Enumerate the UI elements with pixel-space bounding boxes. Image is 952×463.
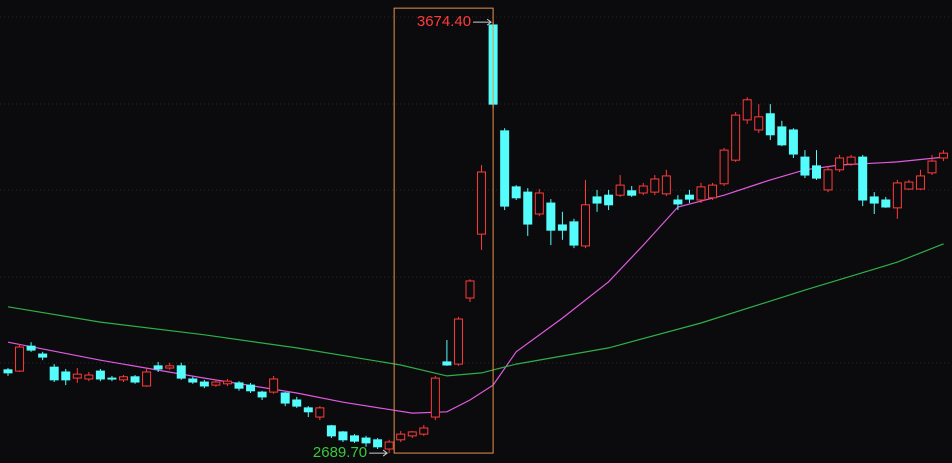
candle-body bbox=[788, 129, 798, 155]
candle-body bbox=[915, 175, 925, 190]
candle-body bbox=[615, 184, 625, 196]
annotation-arrowhead bbox=[486, 18, 492, 26]
candle-body bbox=[61, 371, 71, 381]
candle-body bbox=[107, 377, 117, 380]
candle-body bbox=[627, 190, 637, 196]
candle-body bbox=[927, 160, 937, 174]
candle-body bbox=[176, 365, 186, 379]
candle-body bbox=[361, 437, 371, 444]
candle-body bbox=[823, 169, 833, 191]
candle-body bbox=[939, 152, 949, 159]
candle-body bbox=[384, 441, 394, 450]
candle-body bbox=[604, 194, 614, 206]
candle-body bbox=[269, 378, 279, 393]
candle-body bbox=[234, 382, 244, 389]
candle-body bbox=[858, 156, 868, 201]
candle-body bbox=[338, 431, 348, 441]
candle-body bbox=[95, 370, 105, 380]
candle-body bbox=[881, 199, 891, 208]
candle-body bbox=[511, 186, 521, 199]
candle-body bbox=[303, 407, 313, 413]
candle-body bbox=[165, 365, 175, 369]
candle-body bbox=[592, 196, 602, 204]
candle-body bbox=[280, 392, 290, 404]
candle-body bbox=[638, 185, 648, 194]
candle-body bbox=[569, 221, 579, 246]
candle-body bbox=[696, 186, 706, 201]
candle-body bbox=[731, 114, 741, 161]
candle-body bbox=[3, 369, 13, 374]
candle-body bbox=[396, 433, 406, 441]
candle-body bbox=[453, 318, 463, 365]
candle-body bbox=[800, 156, 810, 176]
candle-body bbox=[15, 346, 25, 372]
candle-body bbox=[142, 371, 152, 387]
candle-body bbox=[419, 427, 429, 435]
candle-body bbox=[465, 280, 475, 299]
candle-body bbox=[812, 165, 821, 179]
candle-body bbox=[257, 391, 267, 398]
candle-body bbox=[442, 361, 452, 366]
candle-body bbox=[407, 431, 417, 437]
candle-body bbox=[523, 191, 533, 225]
candle-body bbox=[742, 99, 752, 121]
candle-body bbox=[315, 407, 325, 418]
candle-body bbox=[222, 380, 232, 385]
candle-body bbox=[673, 199, 683, 205]
candle-body bbox=[754, 116, 764, 131]
candle-body bbox=[188, 378, 198, 383]
annotation-arrowhead bbox=[382, 449, 388, 457]
candle-body bbox=[38, 353, 48, 358]
candle-body bbox=[904, 181, 914, 190]
highlight-box bbox=[393, 7, 494, 454]
candle-body bbox=[130, 376, 140, 383]
candle-body bbox=[835, 157, 845, 171]
candle-body bbox=[199, 381, 209, 387]
candle-body bbox=[557, 224, 567, 231]
candle-body bbox=[292, 399, 302, 407]
candle-body bbox=[708, 184, 718, 199]
candle-body bbox=[500, 130, 510, 207]
candle-body bbox=[211, 381, 221, 386]
candle-body bbox=[246, 384, 256, 392]
candle-body bbox=[546, 202, 556, 231]
candle-body bbox=[72, 373, 82, 379]
candle-body bbox=[650, 178, 660, 193]
candle-body bbox=[869, 196, 879, 204]
candle-body bbox=[534, 192, 544, 215]
candle-body bbox=[373, 439, 383, 448]
candle-body bbox=[84, 374, 94, 380]
moving-average-line bbox=[7, 156, 944, 414]
candle-body bbox=[661, 175, 671, 195]
candle-body bbox=[892, 182, 902, 209]
candle-body bbox=[350, 435, 359, 442]
moving-average-line bbox=[7, 243, 944, 377]
candle-body bbox=[684, 194, 694, 200]
candle-body bbox=[777, 126, 787, 146]
candle-body bbox=[430, 377, 440, 418]
price-annotation: 3674.40 bbox=[417, 13, 471, 30]
candle-body bbox=[26, 345, 36, 351]
candle-body bbox=[581, 204, 590, 247]
candle-body bbox=[326, 425, 336, 437]
candle-body bbox=[719, 149, 729, 185]
candle-body bbox=[153, 365, 163, 370]
candle-body bbox=[765, 113, 775, 136]
candle-body bbox=[119, 376, 128, 381]
price-annotation: 2689.70 bbox=[313, 444, 367, 461]
candle-body bbox=[846, 156, 856, 165]
candle-body bbox=[49, 366, 59, 381]
candle-body bbox=[477, 171, 487, 235]
